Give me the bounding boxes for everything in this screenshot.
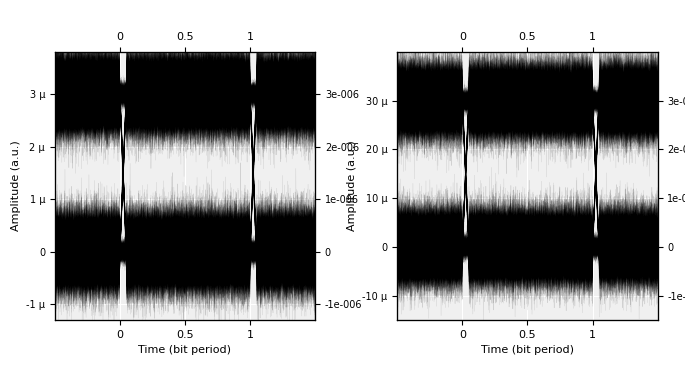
Y-axis label: Amplitude (a.u.): Amplitude (a.u.) [347, 141, 357, 231]
X-axis label: Time (bit period): Time (bit period) [138, 345, 232, 355]
Y-axis label: Amplitude (a.u.): Amplitude (a.u.) [10, 141, 21, 231]
X-axis label: Time (bit period): Time (bit period) [481, 345, 574, 355]
